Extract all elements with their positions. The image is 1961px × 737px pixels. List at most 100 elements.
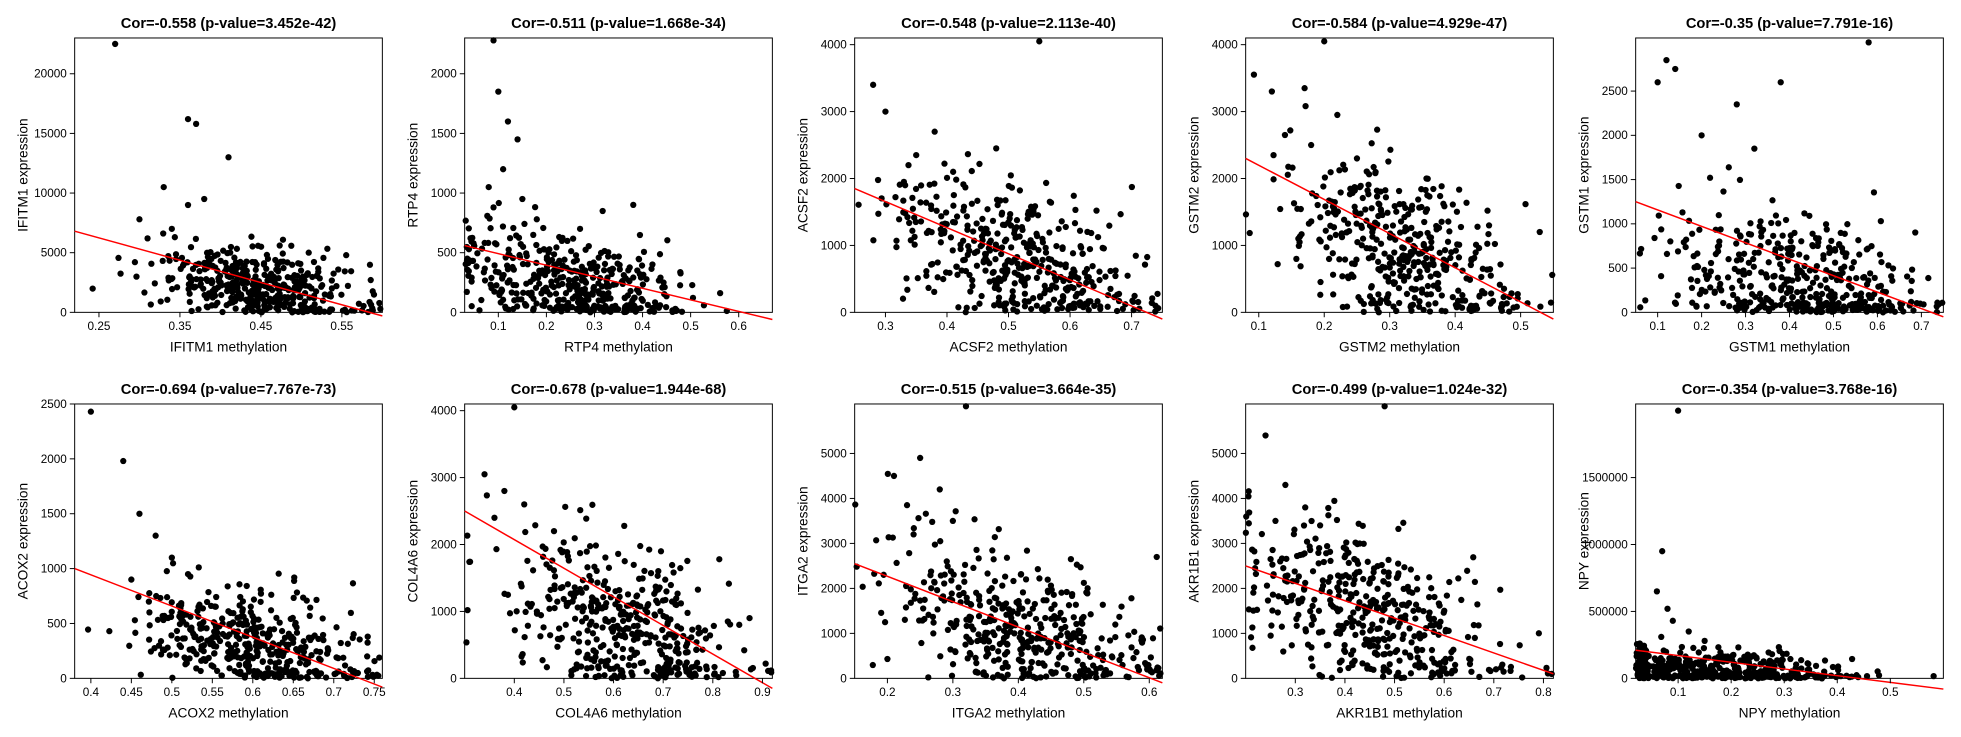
svg-text:0.5: 0.5: [683, 320, 700, 333]
panel-title: Cor=-0.694 (p-value=7.767e-73): [121, 382, 337, 398]
svg-text:3000: 3000: [821, 537, 848, 550]
svg-text:4000: 4000: [431, 404, 458, 417]
regression-line: [1245, 158, 1553, 319]
svg-text:3000: 3000: [821, 106, 848, 119]
x-axis-label: ACOX2 methylation: [168, 705, 288, 720]
svg-text:500: 500: [437, 247, 457, 260]
svg-text:0.45: 0.45: [249, 320, 272, 333]
data-points: [1637, 39, 1946, 315]
svg-text:2000: 2000: [1601, 129, 1628, 142]
y-axis-label: RTP4 expression: [406, 123, 421, 228]
svg-text:1500: 1500: [1601, 174, 1628, 187]
svg-text:0.5: 0.5: [1825, 320, 1842, 333]
svg-text:0.3: 0.3: [945, 686, 962, 699]
svg-text:1000: 1000: [821, 239, 848, 252]
y-axis-label: GSTM1 expression: [1576, 117, 1591, 234]
svg-text:0.8: 0.8: [1535, 686, 1552, 699]
svg-text:5000: 5000: [1211, 447, 1238, 460]
panel-title: Cor=-0.354 (p-value=3.768e-16): [1682, 382, 1898, 398]
scatter-panel-acox2: 0.40.450.50.550.60.650.70.75050010001500…: [10, 376, 390, 732]
svg-text:0: 0: [450, 672, 457, 685]
svg-text:0: 0: [1231, 306, 1238, 319]
svg-text:0.4: 0.4: [1011, 686, 1028, 699]
data-points: [463, 37, 730, 315]
data-points: [853, 403, 1164, 681]
svg-text:0.4: 0.4: [635, 320, 652, 333]
y-axis-label: NPY expression: [1576, 492, 1591, 590]
svg-text:0.4: 0.4: [83, 686, 100, 699]
x-axis-label: ACSF2 methylation: [950, 340, 1068, 355]
svg-text:0.2: 0.2: [880, 686, 896, 699]
svg-text:0.6: 0.6: [731, 320, 748, 333]
svg-text:0: 0: [60, 672, 67, 685]
svg-text:3000: 3000: [1211, 537, 1238, 550]
svg-text:0.6: 0.6: [606, 686, 623, 699]
scatter-panel-itga2: 0.20.30.40.50.6010002000300040005000Cor=…: [790, 376, 1170, 732]
svg-text:0.2: 0.2: [1693, 320, 1709, 333]
svg-text:0.8: 0.8: [705, 686, 722, 699]
svg-text:0.6: 0.6: [1062, 320, 1079, 333]
svg-text:1000: 1000: [431, 605, 458, 618]
scatter-panel-acsf2: 0.30.40.50.60.701000200030004000Cor=-0.5…: [790, 10, 1170, 366]
svg-text:4000: 4000: [1211, 39, 1238, 52]
svg-text:1000: 1000: [821, 627, 848, 640]
svg-text:5000: 5000: [821, 447, 848, 460]
svg-text:0.3: 0.3: [586, 320, 603, 333]
scatter-panel-col4a6: 0.40.50.60.70.80.901000200030004000Cor=-…: [400, 376, 780, 732]
svg-text:0: 0: [60, 306, 67, 319]
svg-text:0.5: 0.5: [1076, 686, 1093, 699]
y-axis-label: ACSF2 expression: [796, 118, 811, 232]
svg-text:0.6: 0.6: [1436, 686, 1453, 699]
svg-text:0.5: 0.5: [164, 686, 181, 699]
svg-text:2000: 2000: [821, 582, 848, 595]
svg-text:1000: 1000: [431, 187, 458, 200]
svg-text:0: 0: [841, 306, 848, 319]
scatter-panel-rtp4: 0.10.20.30.40.50.60500100015002000Cor=-0…: [400, 10, 780, 366]
svg-text:0.7: 0.7: [1124, 320, 1140, 333]
svg-text:0.25: 0.25: [88, 320, 111, 333]
scatter-panel-akr1b1: 0.30.40.50.60.70.8010002000300040005000C…: [1181, 376, 1561, 732]
svg-text:2000: 2000: [1211, 582, 1238, 595]
svg-text:0.7: 0.7: [655, 686, 671, 699]
panel-title: Cor=-0.678 (p-value=1.944e-68): [511, 382, 727, 398]
svg-text:1500000: 1500000: [1582, 471, 1628, 484]
svg-text:0.3: 0.3: [878, 320, 895, 333]
svg-text:0: 0: [1621, 672, 1628, 685]
svg-text:0.5: 0.5: [1882, 686, 1899, 699]
svg-text:3000: 3000: [431, 471, 458, 484]
svg-text:15000: 15000: [34, 127, 67, 140]
svg-text:0.4: 0.4: [939, 320, 956, 333]
scatter-panel-npy: 0.10.20.30.40.5050000010000001500000Cor=…: [1571, 376, 1951, 732]
svg-text:1000: 1000: [1211, 239, 1238, 252]
svg-text:0.3: 0.3: [1776, 686, 1793, 699]
svg-text:0.7: 0.7: [1913, 320, 1929, 333]
data-points: [1242, 403, 1554, 681]
svg-text:500000: 500000: [1588, 605, 1628, 618]
x-axis-label: GSTM2 methylation: [1339, 340, 1460, 355]
svg-text:1000: 1000: [41, 562, 68, 575]
svg-text:0.7: 0.7: [1485, 686, 1501, 699]
data-points: [464, 404, 775, 681]
svg-text:10000: 10000: [34, 187, 67, 200]
svg-text:0: 0: [1231, 672, 1238, 685]
panel-title: Cor=-0.548 (p-value=2.113e-40): [902, 16, 1117, 32]
svg-text:2000: 2000: [431, 538, 458, 551]
svg-text:0.1: 0.1: [1250, 320, 1266, 333]
data-points: [1633, 407, 1937, 681]
svg-text:1500: 1500: [431, 127, 458, 140]
svg-text:0.2: 0.2: [538, 320, 554, 333]
svg-text:0.7: 0.7: [326, 686, 342, 699]
svg-text:0.4: 0.4: [1447, 320, 1464, 333]
scatter-panel-gstm1: 0.10.20.30.40.50.60.70500100015002000250…: [1571, 10, 1951, 366]
svg-text:4000: 4000: [821, 492, 848, 505]
svg-text:0.3: 0.3: [1737, 320, 1754, 333]
svg-text:20000: 20000: [34, 68, 67, 81]
panel-title: Cor=-0.584 (p-value=4.929e-47): [1291, 16, 1507, 32]
x-axis-label: GSTM1 methylation: [1729, 340, 1850, 355]
y-axis-label: GSTM2 expression: [1186, 117, 1201, 234]
svg-text:0.6: 0.6: [245, 686, 262, 699]
svg-text:0.55: 0.55: [330, 320, 353, 333]
svg-text:1000: 1000: [1601, 218, 1628, 231]
x-axis-label: IFITM1 methylation: [170, 340, 287, 355]
regression-line: [465, 511, 773, 688]
